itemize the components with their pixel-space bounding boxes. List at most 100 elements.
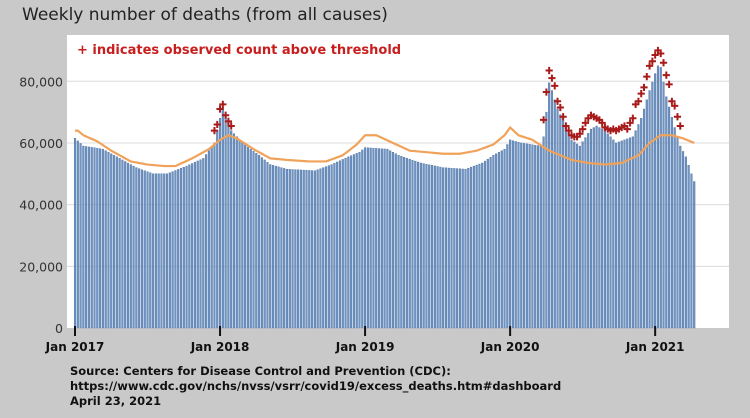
marker-plus — [648, 57, 656, 65]
bar — [422, 163, 425, 329]
bar — [305, 170, 308, 329]
bar — [224, 116, 227, 329]
marker-plus — [219, 100, 227, 108]
bar — [634, 130, 637, 329]
bar — [670, 117, 673, 329]
bar — [503, 148, 506, 329]
marker-plus — [651, 51, 659, 59]
bar — [364, 147, 367, 329]
bar — [219, 118, 222, 329]
legend-annotation: + indicates observed count above thresho… — [77, 43, 401, 58]
bar — [333, 163, 336, 329]
marker-plus — [210, 127, 219, 135]
bar — [517, 142, 520, 329]
bar — [472, 165, 475, 329]
bar — [609, 136, 612, 329]
marker-plus — [227, 122, 235, 130]
bar — [375, 148, 378, 329]
bar — [302, 169, 305, 329]
bar — [631, 136, 634, 329]
bar — [313, 170, 316, 329]
bar — [185, 165, 188, 329]
threshold-line — [75, 125, 695, 168]
bar — [539, 145, 542, 329]
bar — [205, 154, 208, 329]
bar — [101, 148, 104, 329]
bar — [311, 170, 314, 329]
bar — [617, 141, 620, 329]
bar — [612, 139, 615, 329]
bar — [486, 158, 489, 329]
bar — [662, 81, 665, 329]
bar — [550, 90, 553, 329]
bar — [263, 159, 266, 329]
bar — [258, 155, 261, 329]
bar — [509, 139, 512, 329]
bar — [439, 166, 442, 329]
bar — [221, 107, 224, 329]
bar — [96, 148, 99, 329]
bar — [520, 142, 523, 329]
bar — [271, 165, 275, 329]
bar — [90, 147, 93, 329]
bar — [191, 163, 194, 329]
y-tick-label: 60,000 — [19, 136, 63, 151]
marker-plus — [623, 125, 631, 133]
bar — [436, 166, 439, 329]
marker-plus — [553, 97, 562, 105]
bar — [135, 167, 138, 329]
bar — [570, 139, 573, 329]
y-axis: 0 20,000 40,000 60,000 80,000 — [19, 74, 63, 336]
bar — [366, 147, 369, 329]
bar — [149, 172, 152, 329]
bar — [146, 171, 149, 329]
source-note: Source: Centers for Disease Control and … — [70, 364, 561, 409]
bar — [573, 141, 576, 329]
bar — [556, 108, 559, 329]
bar — [238, 139, 241, 329]
bar — [536, 145, 540, 329]
bar — [255, 153, 258, 329]
bar — [397, 155, 400, 329]
bar — [361, 149, 364, 329]
bar — [380, 148, 383, 329]
bar — [514, 141, 517, 329]
marker-plus — [645, 62, 654, 70]
marker-plus — [548, 74, 556, 82]
bar — [347, 156, 350, 329]
bar — [196, 160, 199, 329]
bar — [138, 168, 141, 329]
bar — [690, 173, 693, 329]
bar — [168, 172, 171, 329]
x-tick-label: Jan 2019 — [335, 340, 395, 354]
bar — [553, 99, 556, 329]
bar — [352, 154, 355, 329]
bar — [230, 130, 233, 329]
bar — [104, 150, 107, 329]
bar — [322, 167, 325, 329]
chart-title: Weekly number of deaths (from all causes… — [22, 5, 388, 25]
marker-plus — [637, 90, 645, 98]
bar — [330, 164, 333, 329]
bar — [182, 167, 185, 329]
bar — [143, 170, 146, 329]
bar — [355, 153, 358, 329]
bar — [124, 161, 127, 329]
bar — [377, 148, 381, 329]
bar — [129, 164, 132, 329]
bar — [587, 133, 590, 329]
bar — [483, 160, 487, 329]
marker-plus — [576, 130, 584, 138]
bar — [684, 156, 687, 329]
bar — [400, 156, 403, 329]
bar — [506, 144, 509, 329]
bar — [442, 167, 445, 329]
bar — [450, 168, 453, 329]
bar — [673, 127, 676, 329]
marker-plus — [562, 122, 570, 130]
bar — [280, 167, 283, 329]
bar — [470, 166, 473, 329]
bar — [154, 173, 157, 329]
bar — [269, 164, 272, 329]
bar — [249, 148, 252, 329]
